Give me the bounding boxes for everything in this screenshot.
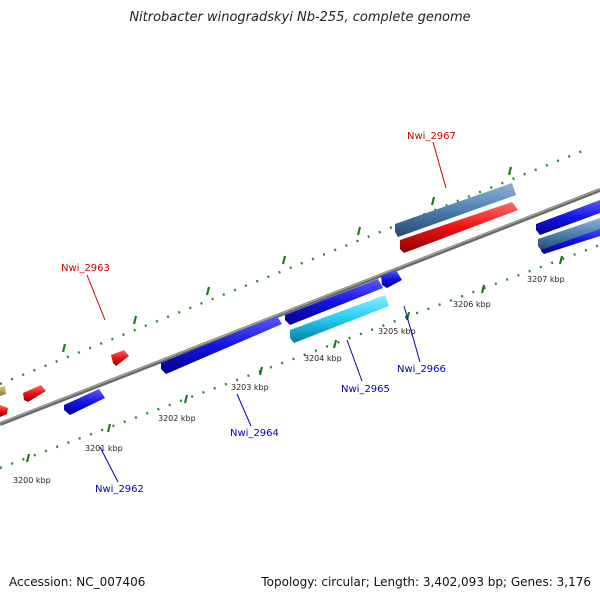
gene-label-nwi-2965: Nwi_2965 <box>341 384 390 395</box>
reverse-genes <box>64 200 600 415</box>
scale-label-3203: 3203 kbp <box>231 383 269 392</box>
accession-text: Accession: NC_007406 <box>9 575 146 589</box>
forward-genes <box>0 202 518 417</box>
map-title: Nitrobacter winogradskyi Nb-255, complet… <box>129 10 471 25</box>
cyan-track-feature <box>290 295 389 343</box>
label-leader-lines <box>86 141 447 483</box>
scale-label-3202: 3202 kbp <box>158 414 196 423</box>
feature-tracks <box>290 183 600 343</box>
genome-backbone <box>0 188 600 426</box>
gene-feature-nwi-2964 <box>161 316 282 374</box>
gene-feature-nwi-2966 <box>381 270 402 288</box>
steelblue-track-feature <box>538 218 600 250</box>
gene-label-nwi-2963: Nwi_2963 <box>61 263 110 274</box>
gene-feature <box>0 386 6 396</box>
gene-feature <box>0 405 8 417</box>
gene-label-nwi-2966: Nwi_2966 <box>397 364 446 375</box>
gene-label-nwi-2964: Nwi_2964 <box>230 428 279 439</box>
scale-label-3201: 3201 kbp <box>85 444 123 453</box>
upper-tick-track <box>0 146 591 386</box>
gene-feature <box>23 385 46 402</box>
gene-labels: Nwi_2962 Nwi_2963 Nwi_2964 Nwi_2965 Nwi_… <box>61 131 456 495</box>
gene-feature-nwi-2962 <box>64 389 105 415</box>
gene-feature <box>536 200 600 235</box>
lower-tick-track <box>0 243 600 470</box>
scale-label-3200: 3200 kbp <box>13 476 51 485</box>
scale-label-3206: 3206 kbp <box>453 300 491 309</box>
topology-summary-text: Topology: circular; Length: 3,402,093 bp… <box>261 575 591 589</box>
major-ticks <box>25 166 564 463</box>
gene-label-nwi-2967: Nwi_2967 <box>407 131 456 142</box>
scale-label-3205: 3205 kbp <box>378 327 416 336</box>
gene-feature-nwi-2967 <box>400 202 518 253</box>
scale-labels: 3200 kbp 3201 kbp 3202 kbp 3203 kbp 3204… <box>13 275 565 485</box>
gene-feature-nwi-2965 <box>285 279 383 325</box>
scale-label-3204: 3204 kbp <box>304 354 342 363</box>
gene-label-nwi-2962: Nwi_2962 <box>95 484 144 495</box>
gene-feature <box>111 350 129 366</box>
scale-label-3207: 3207 kbp <box>527 275 565 284</box>
steelblue-track-feature <box>395 183 516 237</box>
